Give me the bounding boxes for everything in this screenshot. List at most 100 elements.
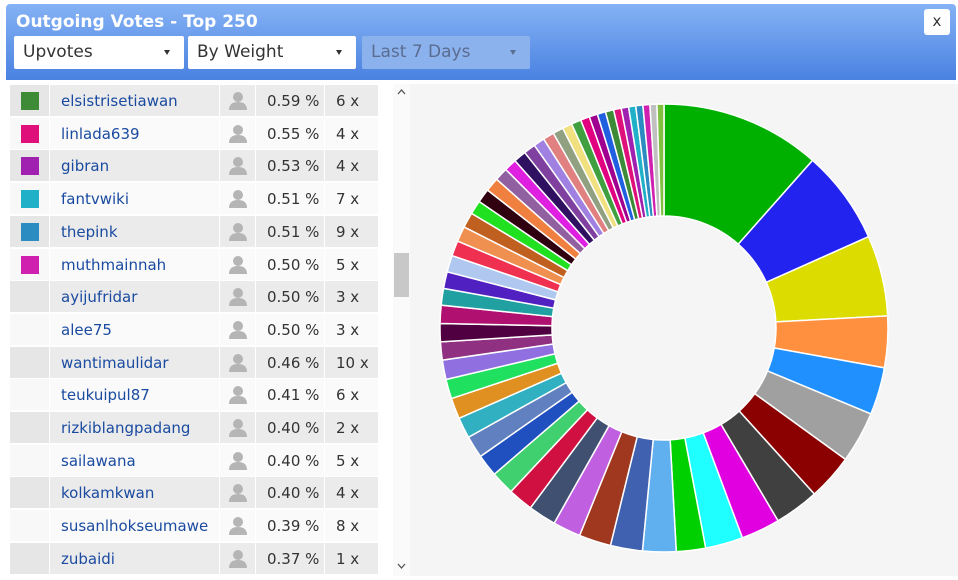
profile-cell xyxy=(220,379,255,411)
vote-percent: 0.53 % xyxy=(267,157,320,176)
name-cell: linlada639 xyxy=(50,117,219,149)
name-cell: gibran xyxy=(50,150,219,182)
scroll-up xyxy=(397,89,406,95)
dropdown-arrow xyxy=(510,50,516,55)
vote-percent: 0.55 % xyxy=(267,124,320,143)
voter-name: elsistrisetiawan xyxy=(61,92,178,110)
vote-count: 1 x xyxy=(336,549,360,568)
percent-cell: 0.51 % xyxy=(256,183,324,215)
sort-dropdown[interactable]: By Weight xyxy=(188,36,356,69)
vote-row: gibran 0.53 % 4 x xyxy=(10,150,378,182)
vote-row: linlada639 0.55 % 4 x xyxy=(10,117,378,150)
voter-name: wantimaulidar xyxy=(61,353,169,372)
icon-head xyxy=(233,419,243,429)
voter-name: thepink xyxy=(61,222,118,241)
swatch-cell xyxy=(10,281,49,313)
vote-row: susanlhokseumawe 0.39 % 8 x xyxy=(10,510,378,542)
name-cell: muthmainnah xyxy=(50,248,219,280)
profile-cell xyxy=(220,346,255,378)
vote-row: teukuipul87 0.41 % 6 x xyxy=(10,379,378,411)
swatch-cell xyxy=(10,150,49,182)
swatch-cell xyxy=(10,215,49,247)
icon-body xyxy=(229,559,247,568)
scrollbar-graphic xyxy=(394,89,409,569)
vote-type-dropdown[interactable]: Upvotes xyxy=(14,36,184,69)
swatch-cell xyxy=(10,444,49,476)
vote-count: 5 x xyxy=(336,451,360,470)
percent-cell: 0.50 % xyxy=(256,281,324,313)
icon-head xyxy=(233,320,243,331)
color-swatch xyxy=(21,157,39,176)
vote-percent: 0.50 % xyxy=(267,320,320,339)
profile-cell xyxy=(220,444,255,476)
profile-icon xyxy=(229,517,247,536)
vote-percent: 0.46 % xyxy=(267,353,320,372)
name-cell: teukuipul87 xyxy=(50,379,219,411)
icon-body xyxy=(229,232,247,241)
vote-count: 6 x xyxy=(336,92,360,110)
vote-row: fantvwiki 0.51 % 7 x xyxy=(10,183,378,215)
profile-cell xyxy=(220,150,255,182)
close-button[interactable]: x xyxy=(924,9,950,35)
count-cell: 7 x xyxy=(325,183,378,215)
icon-head xyxy=(233,353,243,364)
icon-body xyxy=(229,527,247,536)
scroll-thumb xyxy=(394,253,409,297)
icon-head xyxy=(233,517,243,528)
vote-count: 4 x xyxy=(336,484,360,503)
dropdown-label: Last 7 Days xyxy=(371,42,471,62)
count-cell: 9 x xyxy=(325,215,378,247)
percent-cell: 0.55 % xyxy=(256,117,324,149)
profile-icon xyxy=(229,451,247,470)
icon-head xyxy=(233,92,243,102)
icon-head xyxy=(233,157,243,168)
vote-count: 10 x xyxy=(336,353,369,372)
icon-body xyxy=(229,167,247,176)
vote-percent: 0.40 % xyxy=(267,451,320,470)
color-swatch xyxy=(21,92,39,110)
color-swatch xyxy=(21,190,39,209)
profile-cell xyxy=(220,510,255,542)
swatch-cell xyxy=(10,346,49,378)
icon-head xyxy=(233,549,243,560)
percent-cell: 0.53 % xyxy=(256,150,324,182)
vote-count: 8 x xyxy=(336,517,360,536)
dropdown-arrow xyxy=(164,50,170,55)
vote-row: rizkiblangpadang 0.40 % 2 x xyxy=(10,412,378,444)
vote-row: kolkamkwan 0.40 % 4 x xyxy=(10,477,378,509)
percent-cell: 0.59 % xyxy=(256,85,324,116)
icon-head xyxy=(233,451,243,462)
name-cell: sailawana xyxy=(50,444,219,476)
profile-icon xyxy=(229,419,247,437)
vote-count: 9 x xyxy=(336,222,360,241)
count-cell: 3 x xyxy=(325,313,378,345)
icon-head xyxy=(233,288,243,299)
vote-row: zubaidi 0.37 % 1 x xyxy=(10,542,378,575)
profile-cell xyxy=(220,248,255,280)
donut-chart xyxy=(439,103,889,553)
profile-cell xyxy=(220,117,255,149)
swatch-cell xyxy=(10,248,49,280)
icon-body xyxy=(229,363,247,372)
count-cell: 1 x xyxy=(325,542,378,574)
voter-name: kolkamkwan xyxy=(61,484,155,503)
scrollbar[interactable] xyxy=(393,84,410,576)
icon-body xyxy=(229,298,247,307)
vote-percent: 0.40 % xyxy=(267,419,320,437)
percent-cell: 0.40 % xyxy=(256,412,324,443)
color-swatch xyxy=(21,222,39,241)
profile-icon xyxy=(229,157,247,176)
name-cell: fantvwiki xyxy=(50,183,219,215)
vote-row: sailawana 0.40 % 5 x xyxy=(10,444,378,477)
icon-body xyxy=(229,200,247,209)
vote-count: 6 x xyxy=(336,386,360,405)
vote-percent: 0.39 % xyxy=(267,517,320,536)
profile-icon xyxy=(229,353,247,372)
icon-head xyxy=(233,484,243,495)
voter-name: muthmainnah xyxy=(61,255,167,274)
profile-icon xyxy=(229,549,247,568)
count-cell: 10 x xyxy=(325,346,378,378)
profile-icon xyxy=(229,124,247,143)
vote-percent: 0.37 % xyxy=(267,549,320,568)
name-cell: kolkamkwan xyxy=(50,477,219,509)
